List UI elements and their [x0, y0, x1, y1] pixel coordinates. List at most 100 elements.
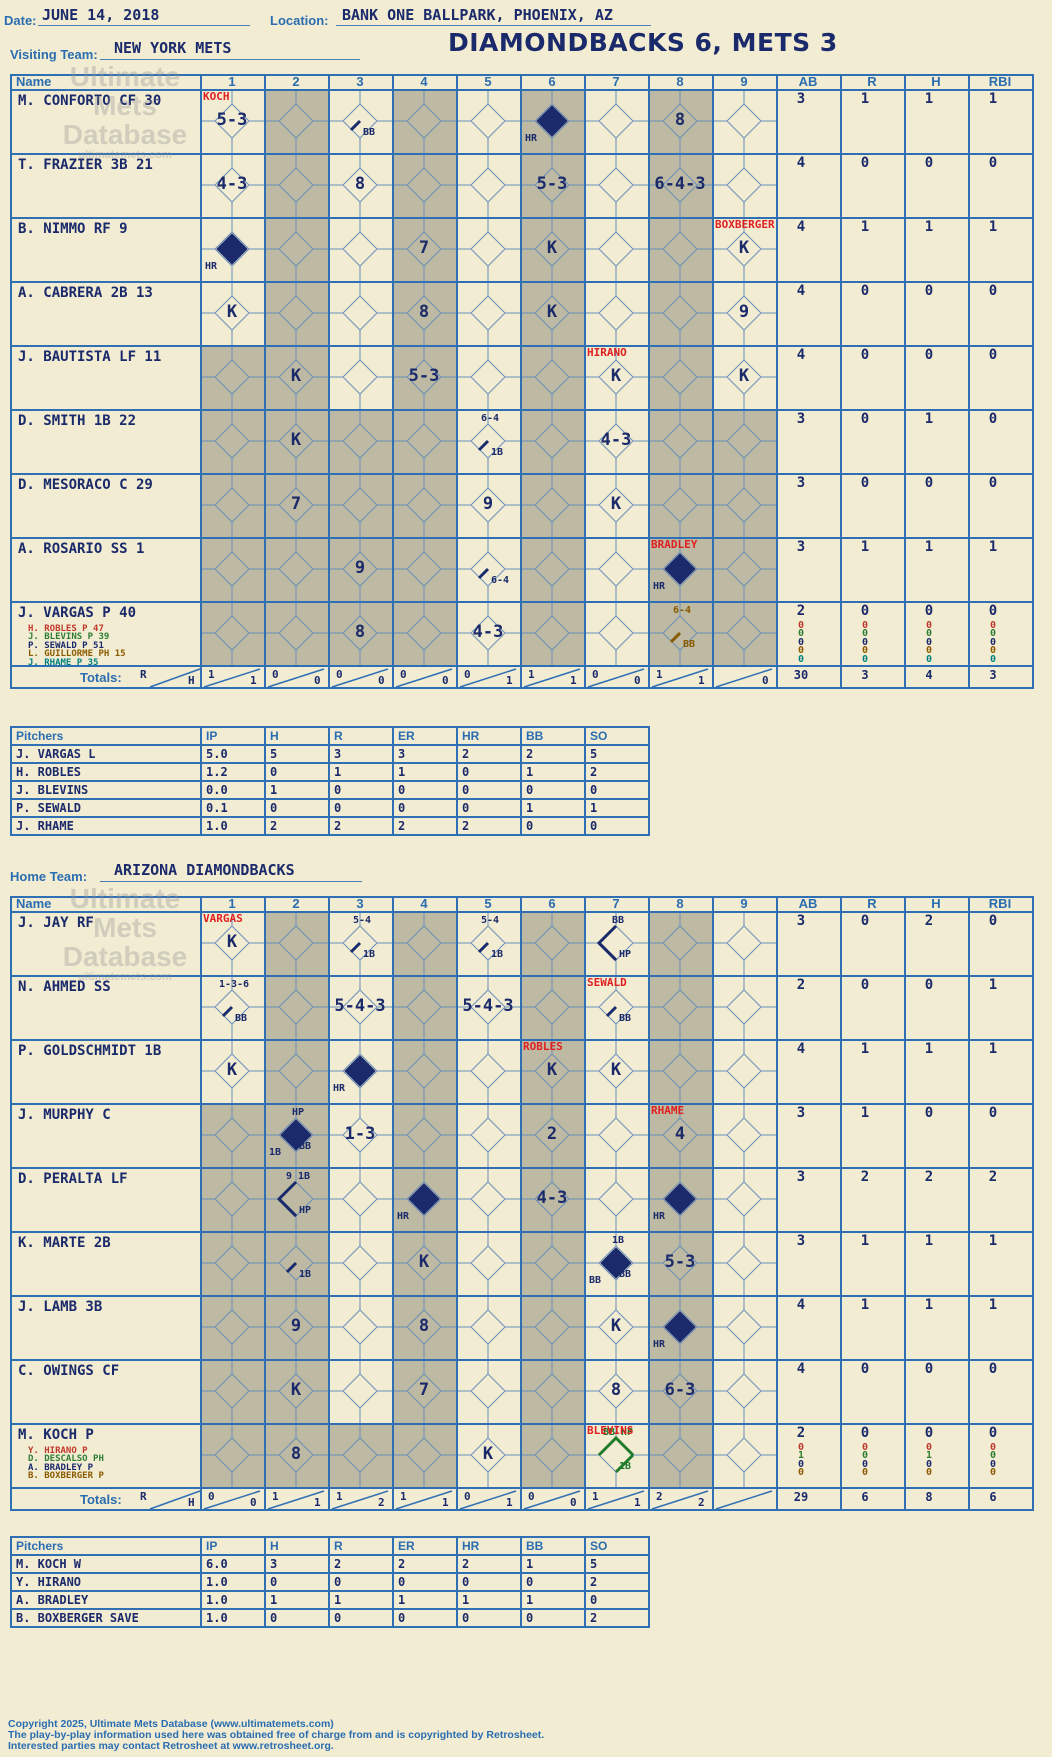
pitching-stat: 1.0: [200, 1572, 266, 1592]
sub-stat: 0: [797, 1467, 805, 1479]
pitching-stat: 3: [392, 744, 458, 764]
total-stat: 3: [989, 668, 997, 682]
pitching-stat: 0: [456, 1608, 522, 1628]
pitching-header: BB: [520, 1536, 586, 1556]
sub-stat: 0: [861, 636, 869, 648]
sub-stat: 0: [861, 1458, 869, 1470]
pitching-stat: 0: [456, 798, 522, 818]
batter-stat: 1: [860, 219, 870, 235]
pitching-header: H: [264, 726, 330, 746]
pitcher-name: H. ROBLES: [10, 762, 202, 782]
col-line: [264, 896, 266, 1511]
batter-stat: 4: [796, 1041, 806, 1057]
pitching-stat: 2: [392, 1554, 458, 1574]
pitching-stat: 1: [520, 1554, 586, 1574]
hit-slash: [669, 631, 682, 644]
watermark-logo: Ultimate Mets Database ultimatemets.com: [50, 884, 200, 984]
batter-stat: 4: [796, 347, 806, 363]
pitching-stat: 0: [584, 816, 650, 836]
col-line: [648, 74, 650, 689]
inning-header-6: 6: [548, 74, 556, 89]
inning-runs: 0: [272, 668, 279, 681]
totals-divider: [331, 668, 389, 688]
pitching-stat: 1.0: [200, 1608, 266, 1628]
home-team-label: Home Team:: [10, 869, 88, 884]
sub-stat: 0: [797, 636, 805, 648]
pitching-stat: 0: [520, 1572, 586, 1592]
batter-stat: 0: [924, 475, 934, 491]
batter-name: D. MESORACO C 29: [18, 477, 153, 493]
diamond-layer: [149, 89, 776, 688]
play-note: HR: [653, 1211, 666, 1222]
batter-stat: 0: [860, 155, 870, 171]
batter-stat: 2: [796, 603, 806, 619]
batter-stat: 1: [988, 1041, 998, 1057]
watermark-text: Ultimate: [69, 883, 181, 914]
col-line: [1032, 896, 1034, 1511]
totals-r-label: R: [140, 1490, 147, 1503]
batter-stat: 0: [988, 347, 998, 363]
visitors-pitching-table: Pitchers IP H R ER HR BB SO J. VARGAS L 5.0 5 3 3 2 2 5…: [10, 726, 650, 836]
inning-header-8: 8: [676, 896, 684, 911]
totals-divider: [267, 1490, 325, 1510]
play-result: 4-3: [472, 622, 504, 642]
totals-divider: [331, 1490, 389, 1510]
batter-stat: 0: [860, 347, 870, 363]
totals-divider: [523, 668, 581, 688]
pitcher-name: B. BOXBERGER SAVE: [10, 1608, 202, 1628]
visiting-team-value: NEW YORK METS: [114, 39, 232, 57]
play-result: 9: [354, 558, 366, 578]
play-result: 8: [354, 174, 366, 194]
sub-stat: 0: [925, 645, 933, 657]
batter-stat: 1: [860, 539, 870, 555]
totals-divider: [203, 668, 261, 688]
inning-hits: 1: [634, 1496, 641, 1509]
col-line: [1032, 74, 1034, 689]
pitching-header: H: [264, 1536, 330, 1556]
pitching-header: Pitchers: [10, 726, 202, 746]
inning-header-3: 3: [356, 896, 364, 911]
base-path: [596, 924, 618, 962]
pitcher-name: J. RHAME: [10, 816, 202, 836]
batter-name: D. PERALTA LF: [18, 1171, 128, 1187]
sub-player-name: P. SEWALD P 51: [28, 640, 104, 651]
diamond-layer: [149, 911, 776, 1510]
sub-stat: 0: [925, 1467, 933, 1479]
sub-stat: 0: [861, 1442, 869, 1453]
inning-hits: 0: [378, 674, 385, 687]
play-note: 1B: [619, 1461, 632, 1472]
batter-stat: 0: [988, 1425, 998, 1441]
batter-stat: 0: [924, 1425, 934, 1441]
inning-runs: 2: [656, 1490, 663, 1503]
pitching-header: SO: [584, 1536, 650, 1556]
inning-header-3: 3: [356, 74, 364, 89]
inning-runs: 1: [656, 668, 663, 681]
home-pitching-table: Pitchers IP H R ER HR BB SO M. KOCH W 6.0 3 2 2 2 1 5 Y.…: [10, 1536, 650, 1628]
pitcher-name: M. KOCH W: [10, 1554, 202, 1574]
batter-stat: 2: [796, 1425, 806, 1441]
batter-stat: 1: [860, 1297, 870, 1313]
inning-header-8: 8: [676, 74, 684, 89]
col-line: [968, 74, 970, 689]
pitching-change-note: BOXBERGER: [715, 218, 775, 231]
play-note: 1B: [299, 1269, 312, 1280]
batter-stat: 3: [796, 475, 806, 491]
inning-hits: 0: [250, 1496, 257, 1509]
pitching-stat: 0: [520, 1608, 586, 1628]
inning-runs: 0: [464, 1490, 471, 1503]
batter-stat: 3: [796, 539, 806, 555]
batter-stat: 1: [988, 977, 998, 993]
batter-name: M. KOCH P: [18, 1427, 94, 1443]
play-note: BB: [619, 1013, 632, 1024]
watermark-text: Ultimate: [69, 61, 181, 92]
pitching-change-note: RHAME: [651, 1104, 685, 1117]
inning-runs: 0: [336, 668, 343, 681]
batter-stat: 1: [924, 539, 934, 555]
play-result: 5-3: [408, 366, 440, 386]
batter-stat: 4: [796, 219, 806, 235]
pitching-stat: 1: [520, 762, 586, 782]
batter-stat: 0: [860, 475, 870, 491]
watermark-text: Mets: [93, 90, 157, 121]
inning-header-1: 1: [228, 896, 236, 911]
pitching-stat: 5: [584, 744, 650, 764]
